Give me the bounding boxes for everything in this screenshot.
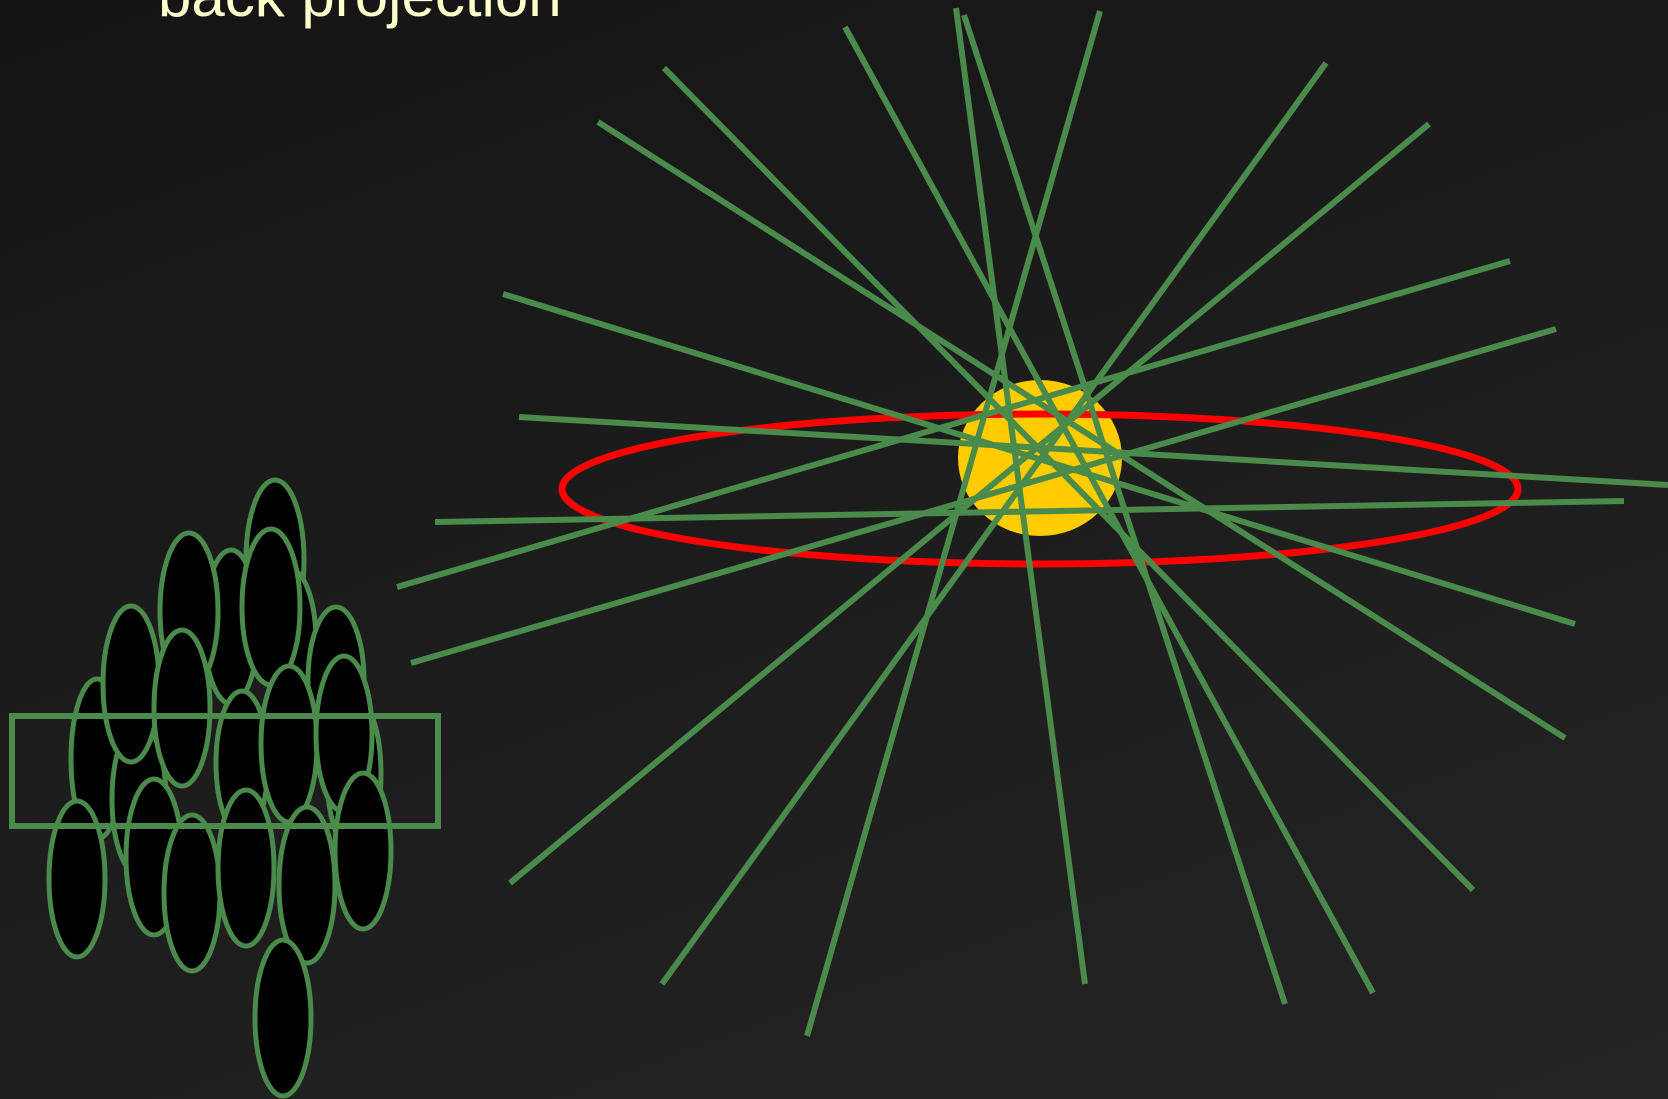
projection-line	[396, 258, 1511, 590]
detector-element	[276, 804, 338, 966]
slide-title: back projection	[158, 0, 562, 26]
projection-lines	[396, 7, 1668, 1037]
detector-element	[161, 812, 223, 974]
detector-element	[215, 787, 277, 949]
detector-element	[258, 663, 320, 825]
projection-line	[518, 414, 1668, 488]
projection-line	[410, 326, 1557, 666]
projection-line	[659, 61, 1329, 986]
detector-element	[252, 937, 314, 1099]
projection-line	[953, 7, 1088, 985]
detector-element	[332, 770, 394, 932]
detector-array	[46, 477, 394, 1099]
projection-line	[661, 65, 1476, 893]
projection-line	[596, 119, 1567, 741]
detector-element	[239, 526, 303, 688]
projection-line	[804, 10, 1103, 1037]
reconstruction-ellipse	[558, 410, 1522, 568]
detector-element	[151, 627, 213, 789]
detector-element	[100, 603, 162, 765]
projection-line	[508, 121, 1431, 886]
detector-row-highlight	[9, 713, 441, 829]
detector-element	[46, 798, 108, 960]
